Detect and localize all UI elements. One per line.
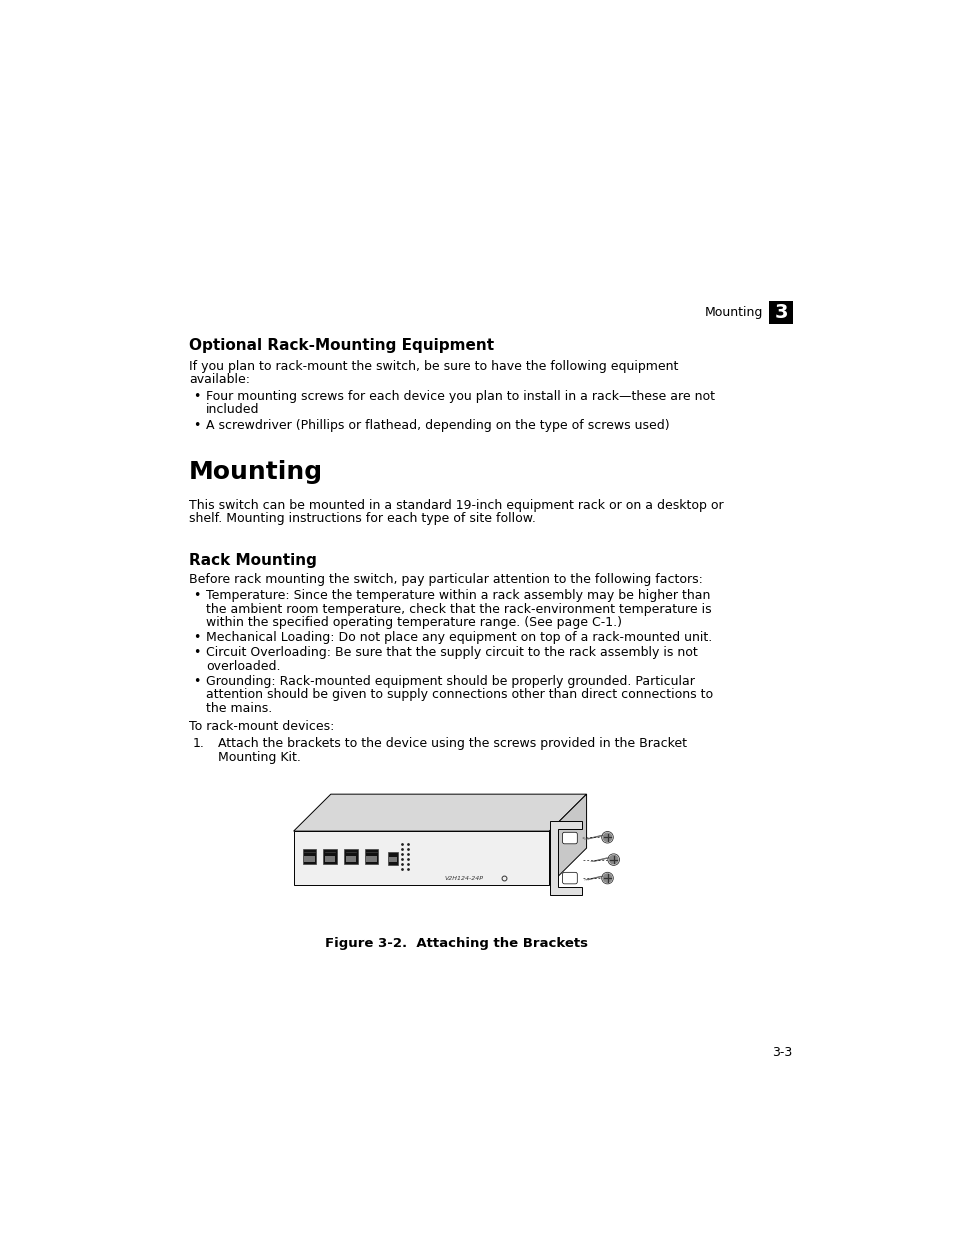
- FancyBboxPatch shape: [345, 856, 355, 862]
- Text: 1.: 1.: [193, 737, 205, 750]
- Text: This switch can be mounted in a standard 19-inch equipment rack or on a desktop : This switch can be mounted in a standard…: [189, 499, 723, 511]
- FancyBboxPatch shape: [769, 300, 792, 324]
- Text: within the specified operating temperature range. (See page C-1.): within the specified operating temperatu…: [206, 616, 621, 630]
- FancyBboxPatch shape: [325, 856, 335, 862]
- Text: A screwdriver (Phillips or flathead, depending on the type of screws used): A screwdriver (Phillips or flathead, dep…: [206, 419, 669, 432]
- Text: Circuit Overloading: Be sure that the supply circuit to the rack assembly is not: Circuit Overloading: Be sure that the su…: [206, 646, 697, 659]
- Text: shelf. Mounting instructions for each type of site follow.: shelf. Mounting instructions for each ty…: [189, 513, 536, 525]
- Polygon shape: [550, 821, 581, 895]
- FancyBboxPatch shape: [562, 832, 577, 844]
- Text: Four mounting screws for each device you plan to install in a rack—these are not: Four mounting screws for each device you…: [206, 390, 715, 403]
- Text: Before rack mounting the switch, pay particular attention to the following facto: Before rack mounting the switch, pay par…: [189, 573, 702, 585]
- FancyBboxPatch shape: [303, 848, 316, 864]
- Circle shape: [609, 856, 618, 863]
- FancyBboxPatch shape: [562, 872, 577, 884]
- Text: •: •: [193, 646, 200, 659]
- Text: Mounting: Mounting: [189, 461, 323, 484]
- Circle shape: [602, 834, 611, 841]
- FancyBboxPatch shape: [304, 856, 314, 862]
- Text: Mounting: Mounting: [704, 306, 762, 319]
- Text: included: included: [206, 404, 259, 416]
- Text: overloaded.: overloaded.: [206, 659, 280, 673]
- FancyBboxPatch shape: [323, 848, 336, 864]
- Text: If you plan to rack-mount the switch, be sure to have the following equipment: If you plan to rack-mount the switch, be…: [189, 359, 678, 373]
- Text: Mounting Kit.: Mounting Kit.: [218, 751, 301, 763]
- Text: Rack Mounting: Rack Mounting: [189, 553, 316, 568]
- Text: •: •: [193, 419, 200, 432]
- FancyBboxPatch shape: [344, 848, 357, 864]
- Polygon shape: [294, 831, 549, 885]
- Text: Attach the brackets to the device using the screws provided in the Bracket: Attach the brackets to the device using …: [218, 737, 687, 750]
- Text: 3-3: 3-3: [772, 1046, 792, 1060]
- Text: •: •: [193, 390, 200, 403]
- Text: Grounding: Rack-mounted equipment should be properly grounded. Particular: Grounding: Rack-mounted equipment should…: [206, 674, 694, 688]
- FancyBboxPatch shape: [364, 848, 377, 864]
- FancyBboxPatch shape: [388, 852, 397, 864]
- Text: To rack-mount devices:: To rack-mount devices:: [189, 720, 334, 732]
- Circle shape: [602, 874, 611, 882]
- Text: •: •: [193, 589, 200, 603]
- Text: available:: available:: [189, 373, 250, 387]
- FancyBboxPatch shape: [389, 857, 396, 862]
- Text: the ambient room temperature, check that the rack-environment temperature is: the ambient room temperature, check that…: [206, 603, 711, 616]
- Text: Optional Rack-Mounting Equipment: Optional Rack-Mounting Equipment: [189, 338, 494, 353]
- Text: V2H124-24P: V2H124-24P: [444, 876, 483, 881]
- Text: •: •: [193, 631, 200, 645]
- Text: Figure 3-2.  Attaching the Brackets: Figure 3-2. Attaching the Brackets: [325, 937, 587, 951]
- Text: the mains.: the mains.: [206, 701, 272, 715]
- Text: Mechanical Loading: Do not place any equipment on top of a rack-mounted unit.: Mechanical Loading: Do not place any equ…: [206, 631, 712, 645]
- FancyBboxPatch shape: [366, 856, 376, 862]
- Text: 3: 3: [774, 303, 787, 321]
- Text: Temperature: Since the temperature within a rack assembly may be higher than: Temperature: Since the temperature withi…: [206, 589, 710, 603]
- Text: •: •: [193, 674, 200, 688]
- Text: attention should be given to supply connections other than direct connections to: attention should be given to supply conn…: [206, 688, 713, 701]
- Polygon shape: [549, 794, 586, 885]
- Polygon shape: [294, 794, 586, 831]
